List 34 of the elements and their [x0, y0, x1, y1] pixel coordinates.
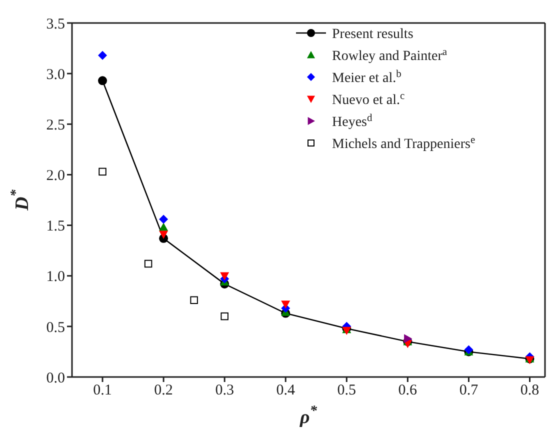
x-tick-label: 0.1 — [93, 382, 112, 399]
legend-label: Present results — [332, 27, 414, 42]
point — [190, 296, 198, 304]
point — [159, 222, 168, 231]
point — [144, 260, 152, 268]
legend-label: Heyes$^{d}$ — [332, 112, 373, 130]
x-tick-label: 0.4 — [276, 382, 296, 399]
y-tick-label: 1.5 — [46, 218, 65, 235]
point — [98, 76, 108, 86]
x-tick-label: 0.3 — [215, 382, 234, 399]
legend-label: Meier et al.$^{b}$ — [332, 68, 402, 86]
point — [220, 312, 228, 320]
y-tick-label: 2.0 — [46, 168, 65, 184]
y-tick-label: 0.0 — [46, 370, 65, 386]
legend-label: Rowley and Painter$^{a}$ — [332, 46, 448, 64]
legend-label: Nuevo et al.$^{c}$ — [332, 90, 406, 108]
x-tick-label: 0.7 — [459, 382, 479, 399]
y-tick-label: 3.5 — [46, 16, 65, 32]
point — [98, 50, 108, 60]
x-tick-label: 0.5 — [337, 382, 356, 399]
y-tick-label: 2.5 — [46, 117, 65, 134]
x-tick-label: 0.8 — [520, 382, 540, 399]
point — [220, 272, 230, 280]
point — [281, 300, 290, 309]
point — [98, 168, 106, 176]
point — [159, 214, 168, 224]
x-axis-title: ρ$^{*}$ — [299, 403, 318, 428]
point — [159, 230, 168, 239]
y-tick-label: 0.5 — [46, 320, 65, 336]
y-tick-label: 1.0 — [46, 269, 65, 286]
x-tick-label: 0.2 — [154, 382, 173, 399]
x-tick-label: 0.6 — [398, 382, 418, 399]
legend-label: Michels and Trappeniers$^{e}$ — [332, 134, 476, 152]
y-tick-label: 3.0 — [46, 66, 65, 83]
